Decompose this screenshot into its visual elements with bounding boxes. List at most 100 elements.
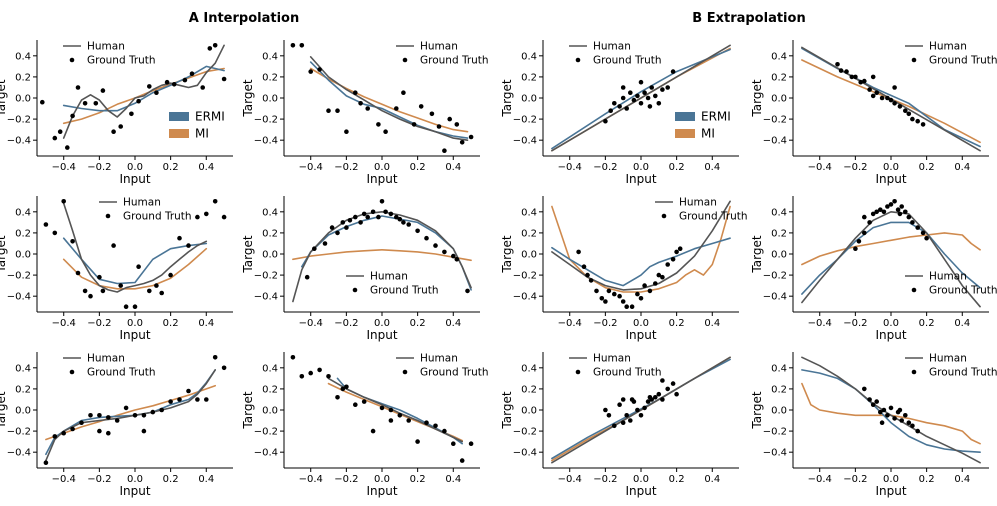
ground-truth-point: [150, 409, 156, 415]
series-mi-line: [62, 67, 225, 125]
panel-r0c2: −0.4 −0.2 0.0 0.2 0.4 −0.4 −0.2 0.0 0.2 0.4 Input T…: [500, 40, 739, 186]
legend-ground-truth-marker: [575, 369, 581, 375]
ground-truth-point: [879, 95, 885, 101]
legend-ermi-patch: [675, 112, 695, 121]
legend-ground-truth-label: Ground Truth: [593, 367, 662, 379]
legend-ground-truth-marker: [911, 287, 917, 293]
legend-ermi-label: ERMI: [195, 110, 225, 124]
y-tick-label: −0.2: [254, 271, 278, 282]
series-human-line: [62, 202, 208, 293]
ground-truth-point: [401, 220, 406, 225]
ground-truth-point: [141, 428, 147, 434]
legend-human-label: Human: [929, 41, 967, 53]
ground-truth-point: [576, 249, 581, 255]
y-tick-label: 0.0: [521, 406, 537, 417]
ground-truth-point: [588, 278, 594, 283]
ground-truth-point: [61, 199, 66, 204]
legend-ground-truth-marker: [69, 369, 75, 375]
ground-truth-point: [606, 288, 612, 294]
y-tick-label: −0.2: [7, 427, 31, 438]
x-axis-label: Input: [625, 172, 656, 186]
ground-truth-point: [468, 134, 474, 140]
panel-r0c3: −0.4 −0.2 0.0 0.2 0.4 −0.4 −0.2 0.0 0.2 0.4 Input T…: [750, 40, 997, 186]
ground-truth-point: [88, 293, 93, 299]
y-axis-label: Target: [241, 79, 255, 117]
legend-ermi-patch: [169, 112, 189, 121]
y-tick-label: 0.4: [771, 207, 787, 218]
series-mi-line: [551, 205, 731, 293]
panel-r0c0: −0.4 −0.2 0.0 0.2 0.4 −0.4 −0.2 0.0 0.2 0.4 Input T…: [0, 40, 233, 186]
ground-truth-point: [915, 428, 920, 434]
ground-truth-point: [885, 95, 890, 101]
legend-mi-patch: [169, 129, 189, 138]
x-tick-label: −0.4: [52, 474, 76, 485]
ground-truth-point: [388, 211, 394, 217]
ground-truth-point: [424, 235, 429, 241]
ground-truth-point: [147, 84, 152, 89]
ground-truth-point: [624, 106, 629, 111]
legend-ground-truth-marker: [402, 369, 408, 375]
legend-human-label: Human: [87, 41, 125, 53]
x-tick-label: 0.0: [633, 474, 649, 485]
legend-human-label: Human: [593, 353, 631, 365]
ground-truth-point: [606, 413, 612, 418]
y-tick-label: −0.2: [513, 115, 537, 126]
ground-truth-point: [906, 214, 912, 220]
y-tick-label: −0.4: [513, 292, 537, 303]
ground-truth-point: [642, 283, 647, 288]
y-tick-label: 0.2: [15, 384, 31, 395]
x-tick-label: −0.2: [593, 162, 617, 173]
ground-truth-point: [335, 230, 340, 236]
ground-truth-point: [878, 409, 883, 415]
x-tick-label: −0.4: [808, 318, 832, 329]
ground-truth-point: [892, 101, 897, 106]
x-tick-label: 0.4: [954, 318, 970, 329]
ground-truth-point: [317, 67, 322, 72]
ground-truth-point: [136, 264, 141, 270]
ground-truth-point: [628, 90, 633, 95]
legend-ground-truth-label: Ground Truth: [87, 55, 156, 67]
y-tick-label: 0.0: [521, 250, 537, 261]
series-human-line: [551, 200, 731, 291]
ground-truth-point: [106, 430, 111, 436]
legend-human-label: Human: [370, 271, 408, 283]
ground-truth-point: [660, 274, 665, 280]
y-axis-label: Target: [750, 391, 764, 429]
ground-truth-point: [70, 239, 75, 244]
legend-ermi-label: ERMI: [701, 110, 731, 124]
ground-truth-point: [892, 416, 897, 421]
ground-truth-point: [915, 225, 920, 230]
ground-truth-point: [340, 220, 346, 225]
ground-truth-point: [892, 85, 897, 90]
ground-truth-point: [862, 78, 867, 84]
legend-mi-label: MI: [701, 127, 715, 141]
ground-truth-point: [620, 299, 626, 304]
x-tick-label: −0.2: [593, 318, 617, 329]
ground-truth-point: [617, 402, 622, 408]
ground-truth-point: [204, 397, 209, 402]
x-axis-label: Input: [875, 328, 906, 342]
ground-truth-point: [862, 386, 867, 392]
ground-truth-point: [617, 104, 622, 109]
series-mi-line: [801, 232, 981, 266]
ground-truth-point: [629, 304, 635, 310]
ground-truth-point: [620, 420, 626, 426]
ground-truth-point: [290, 355, 296, 360]
legend-human-label: Human: [929, 353, 967, 365]
x-tick-label: 0.4: [198, 162, 214, 173]
ground-truth-point: [656, 101, 662, 106]
ground-truth-point: [885, 413, 890, 418]
ground-truth-point: [344, 129, 349, 134]
ground-truth-point: [617, 293, 622, 299]
ground-truth-point: [52, 230, 58, 236]
y-tick-label: 0.4: [521, 207, 537, 218]
ground-truth-point: [118, 283, 123, 288]
ground-truth-point: [603, 118, 608, 124]
y-tick-label: 0.2: [15, 228, 31, 239]
x-tick-label: 0.2: [669, 318, 685, 329]
legend-ground-truth-marker: [105, 213, 111, 219]
ground-truth-point: [88, 413, 93, 418]
legend-ground-truth-label: Ground Truth: [370, 285, 439, 297]
ground-truth-point: [660, 397, 665, 402]
ground-truth-point: [620, 85, 626, 90]
